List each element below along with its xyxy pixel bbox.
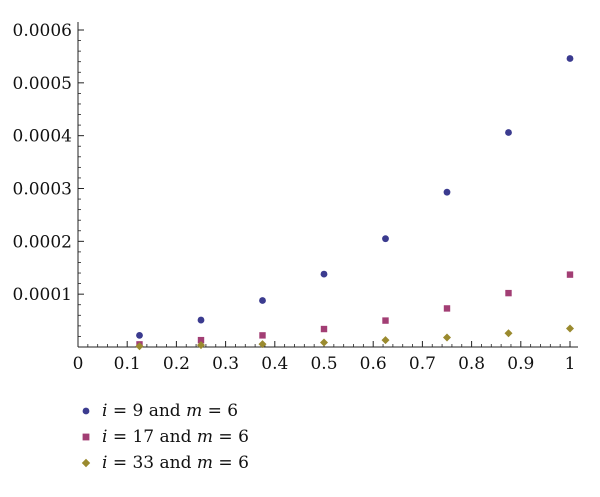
- x-tick-label: 0.6: [360, 354, 387, 374]
- y-tick-label: 0.0005: [13, 74, 72, 94]
- x-tick-label: 0.4: [261, 354, 288, 374]
- x-tick-label: 0.7: [409, 354, 436, 374]
- y-tick-label: 0.0001: [13, 285, 72, 305]
- data-point-series-3: [504, 329, 513, 338]
- axes: [77, 22, 578, 348]
- data-point-series-2: [259, 332, 266, 339]
- x-tick-label: 1: [565, 354, 576, 374]
- diamond-marker-icon: [81, 458, 91, 468]
- data-point-series-3: [443, 333, 451, 342]
- y-tick-label: 0.0003: [13, 180, 72, 200]
- data-point-series-3: [320, 338, 328, 347]
- data-point-series-1: [136, 331, 143, 339]
- y-tick-label: 0.0002: [13, 232, 72, 252]
- data-point-series-2: [566, 271, 574, 278]
- data-point-series-2: [443, 305, 451, 312]
- data-points: [135, 55, 574, 351]
- y-tick-label: 0.0004: [13, 127, 72, 147]
- y-tick-label: 0.0006: [13, 21, 72, 41]
- x-tick-label: 0: [73, 354, 84, 374]
- data-point-series-2: [197, 336, 205, 344]
- data-point-series-1: [320, 270, 328, 278]
- data-point-series-3: [381, 336, 390, 345]
- data-point-series-1: [197, 316, 205, 324]
- data-point-series-3: [566, 324, 574, 333]
- data-point-series-1: [505, 129, 512, 136]
- data-point-series-3: [258, 340, 267, 349]
- scatter-plot: 0 0.1 0.2 0.3 0.4 0.5 0.6 0.7 0.8 0.9 1 0.0001 0.000…: [13, 21, 578, 374]
- x-tick-label: 0.3: [212, 354, 239, 374]
- x-tick-label: 0.5: [310, 354, 337, 374]
- data-point-series-2: [382, 317, 389, 324]
- data-point-series-1: [443, 188, 451, 196]
- circle-marker-icon: [82, 407, 90, 415]
- x-tick-label: 0.1: [114, 354, 141, 374]
- legend-label-series-2: i = 17 and m = 6: [102, 427, 249, 447]
- data-point-series-1: [259, 297, 266, 304]
- data-point-series-3: [135, 342, 144, 351]
- ticks: 0 0.1 0.2 0.3 0.4 0.5 0.6 0.7 0.8 0.9 1 0.0001 0.000…: [13, 21, 576, 374]
- data-point-series-1: [382, 235, 389, 243]
- data-point-series-3: [197, 341, 205, 350]
- x-tick-label: 0.8: [458, 354, 485, 374]
- x-tick-label: 0.9: [507, 354, 534, 374]
- legend-label-series-3: i = 33 and m = 6: [102, 453, 249, 473]
- x-tick-label: 0.2: [163, 354, 190, 374]
- data-point-series-1: [566, 55, 574, 62]
- data-point-series-2: [320, 325, 328, 333]
- square-marker-icon: [82, 433, 90, 441]
- legend-label-series-1: i = 9 and m = 6: [102, 401, 239, 421]
- data-point-series-2: [505, 289, 512, 297]
